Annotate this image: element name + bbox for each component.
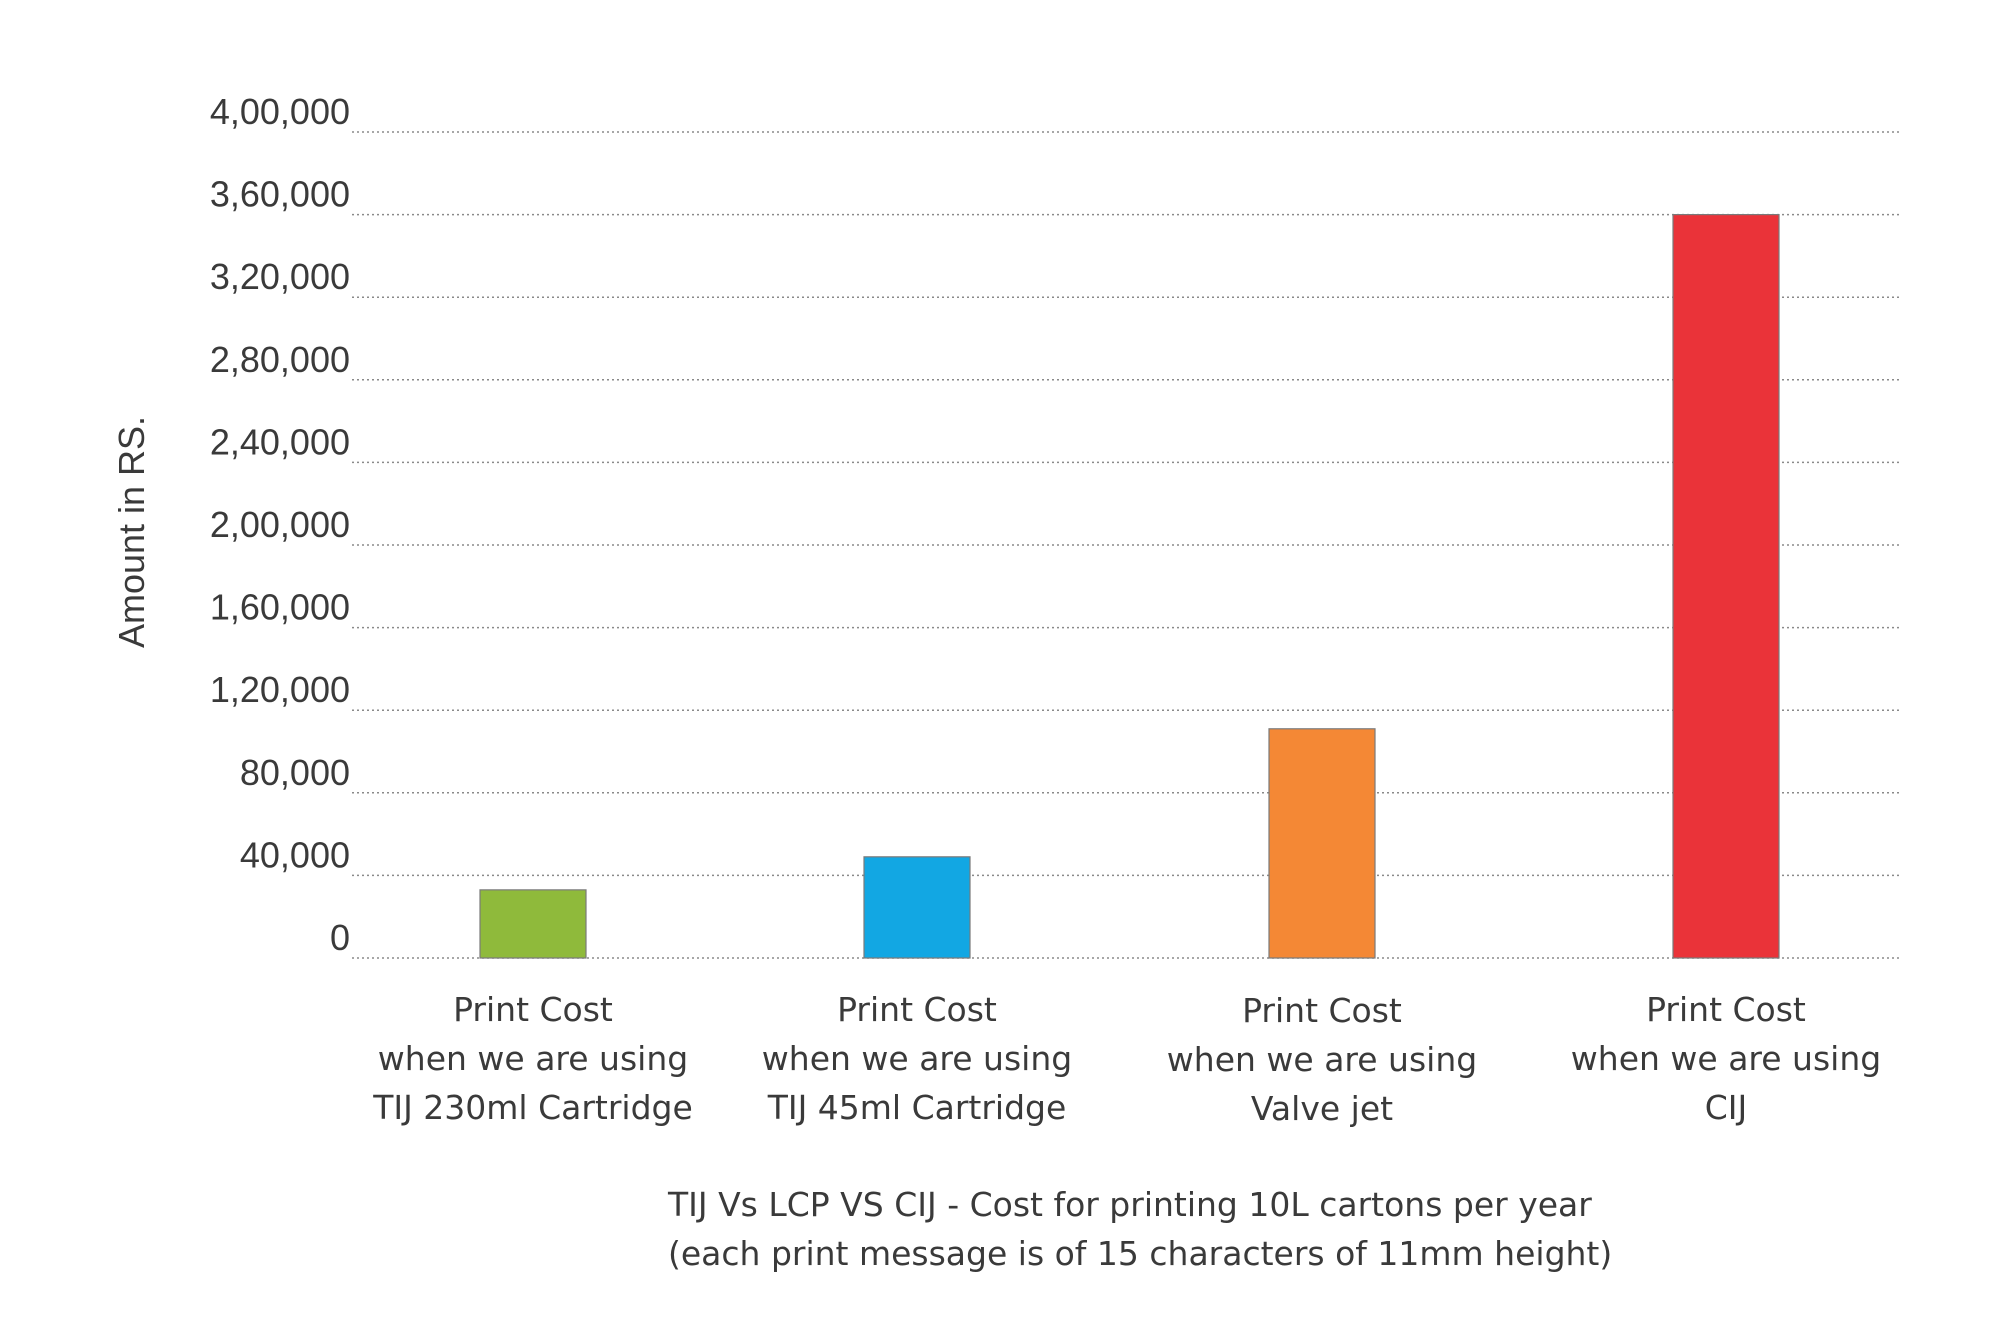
x-category-label: when we are using [1571, 1039, 1881, 1078]
y-axis-ticks: 0 40,000 80,000 1,20,000 1,60,000 2,00,000 2,4… [210, 91, 350, 958]
gridlines [352, 131, 1900, 959]
x-category-label: when we are using [1167, 1040, 1477, 1079]
y-axis-label: Amount in RS. [111, 416, 152, 648]
y-tick-label: 0 [330, 917, 350, 958]
x-category-label: Print Cost [1242, 991, 1402, 1030]
x-category-label: TIJ 230ml Cartridge [372, 1088, 693, 1127]
y-tick-label: 2,00,000 [210, 504, 350, 545]
x-category-label: Valve jet [1251, 1089, 1393, 1128]
y-tick-label: 1,20,000 [210, 669, 350, 710]
x-category-label: TIJ 45ml Cartridge [767, 1088, 1067, 1127]
y-tick-label: 1,60,000 [210, 587, 350, 628]
x-category-label: CIJ [1705, 1088, 1748, 1127]
y-tick-label: 3,20,000 [210, 256, 350, 297]
x-category-label: when we are using [762, 1039, 1072, 1078]
y-tick-label: 2,40,000 [210, 421, 350, 462]
y-tick-label: 4,00,000 [210, 91, 350, 132]
bar [1672, 214, 1780, 959]
chart-title-line: (each print message is of 15 characters … [668, 1234, 1612, 1273]
x-category-label: Print Cost [837, 990, 997, 1029]
y-tick-label: 80,000 [240, 752, 350, 793]
chart-title-line: TIJ Vs LCP VS CIJ - Cost for printing 10… [667, 1185, 1592, 1224]
bars [479, 214, 1780, 959]
x-category-label: Print Cost [1646, 990, 1806, 1029]
y-tick-label: 3,60,000 [210, 174, 350, 215]
x-category-label: Print Cost [453, 990, 613, 1029]
y-tick-label: 2,80,000 [210, 339, 350, 380]
y-tick-label: 40,000 [240, 834, 350, 875]
chart-title: TIJ Vs LCP VS CIJ - Cost for printing 10… [667, 1185, 1612, 1273]
x-category-label: when we are using [378, 1039, 688, 1078]
bar [479, 889, 587, 959]
category-labels: Print Cost when we are using TIJ 230ml Car… [372, 990, 1881, 1128]
bar [863, 856, 971, 959]
bar [1268, 728, 1376, 959]
